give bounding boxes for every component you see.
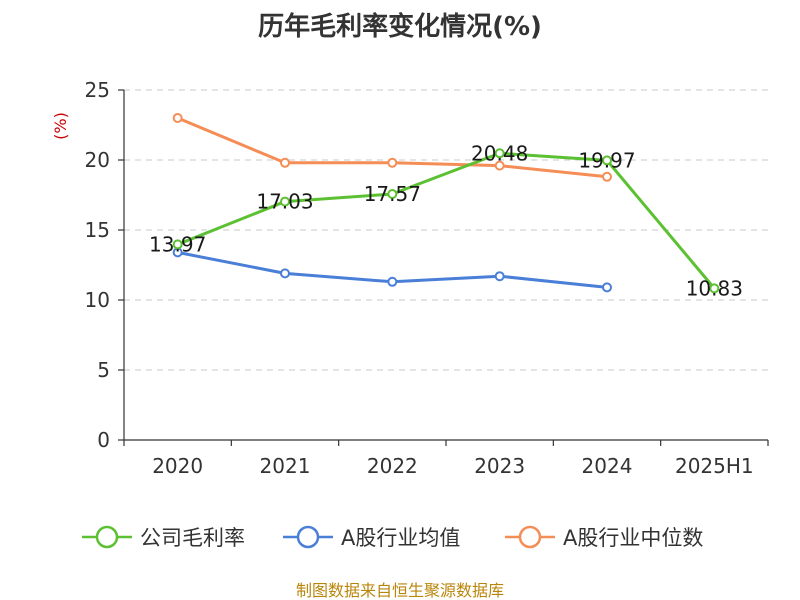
data-point xyxy=(494,148,505,159)
data-point xyxy=(280,157,290,168)
axis-layer: 0 5 10 15 20 25 2020 2021 2022 2023 2024 2025H1 xyxy=(85,78,769,478)
y-axis-unit: (%) xyxy=(51,112,70,140)
legend-marker xyxy=(95,525,119,549)
legend-label: A股行业均值 xyxy=(341,526,460,550)
data-point xyxy=(494,271,505,282)
source-note: 制图数据来自恒生聚源数据库 xyxy=(296,581,504,600)
legend-item[interactable]: 公司毛利率 xyxy=(82,525,245,550)
grid-layer xyxy=(124,89,768,371)
data-label: 19.97 xyxy=(578,148,635,172)
data-point xyxy=(602,155,612,166)
series-0 xyxy=(172,148,720,294)
data-point xyxy=(172,239,183,250)
data-point xyxy=(709,283,720,294)
data-point xyxy=(280,196,290,207)
y-tick-label: 25 xyxy=(85,78,110,102)
legend-marker xyxy=(518,525,542,549)
series-line xyxy=(176,116,609,179)
legend-item[interactable]: A股行业中位数 xyxy=(505,525,703,550)
legend-label: A股行业中位数 xyxy=(563,526,703,550)
data-label-layer: 13.97 17.03 17.57 20.48 19.97 10.83 xyxy=(149,141,743,300)
data-label: 13.97 xyxy=(149,232,206,256)
data-point xyxy=(602,171,612,182)
data-point xyxy=(494,160,505,171)
legend-item[interactable]: A股行业均值 xyxy=(283,525,460,550)
x-tick-label: 2025H1 xyxy=(675,454,754,478)
y-tick-label: 5 xyxy=(97,358,110,382)
series-line xyxy=(176,151,716,290)
y-tick-label: 15 xyxy=(85,218,110,242)
data-point xyxy=(387,157,398,168)
data-point xyxy=(387,276,398,287)
data-label: 20.48 xyxy=(471,141,528,165)
chart-title: 历年毛利率变化情况(%) xyxy=(258,11,542,42)
series-1 xyxy=(172,247,612,293)
data-label: 17.57 xyxy=(364,182,421,206)
data-point xyxy=(602,282,612,293)
legend: 公司毛利率 A股行业均值 A股行业中位数 xyxy=(82,525,703,550)
x-tick-label: 2021 xyxy=(260,454,311,478)
y-tick-label: 20 xyxy=(85,148,110,172)
data-label: 17.03 xyxy=(256,190,313,214)
data-label: 10.83 xyxy=(686,276,743,300)
x-tick-label: 2023 xyxy=(474,454,525,478)
series-layer xyxy=(172,113,720,294)
y-tick-label: 10 xyxy=(85,288,110,312)
x-tick-label: 2022 xyxy=(367,454,418,478)
legend-label: 公司毛利率 xyxy=(140,526,245,550)
y-tick-label: 0 xyxy=(97,428,110,452)
legend-marker xyxy=(296,525,320,549)
data-point xyxy=(172,113,183,123)
x-tick-label: 2024 xyxy=(582,454,633,478)
data-point xyxy=(387,189,398,200)
data-point xyxy=(280,268,290,279)
series-2 xyxy=(172,113,612,182)
x-tick-label: 2020 xyxy=(152,454,203,478)
